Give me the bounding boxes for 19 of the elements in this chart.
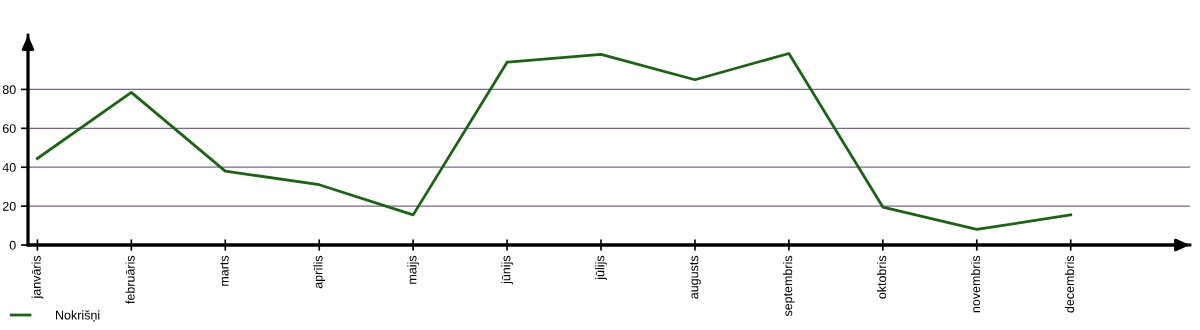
legend-label: Nokrišņi	[56, 310, 100, 323]
y-tick-label: 40	[2, 163, 16, 172]
x-tick-label: decembris	[1064, 255, 1075, 313]
x-tick-label: oktobris	[877, 255, 887, 299]
x-tick-label: februāris	[125, 255, 135, 304]
x-tick-label: novembris	[970, 255, 981, 313]
y-tick-label: 20	[2, 201, 16, 211]
y-tick-label: 0	[9, 240, 16, 250]
y-tick-label: 80	[2, 85, 16, 95]
x-tick-label: septembris	[783, 255, 795, 317]
x-tick-label: jūlijs	[595, 255, 607, 281]
x-tick-label: augusts	[690, 255, 701, 299]
x-tick-label: maijs	[407, 255, 419, 284]
x-tick-label: marts	[220, 255, 229, 286]
x-tick-label: janvāris	[31, 255, 44, 299]
line-series	[36, 52, 1073, 231]
y-tick-label: 60	[2, 124, 16, 133]
x-tick-label: aprīlis	[313, 255, 326, 289]
x-tick-label: jūnijs	[501, 255, 513, 285]
